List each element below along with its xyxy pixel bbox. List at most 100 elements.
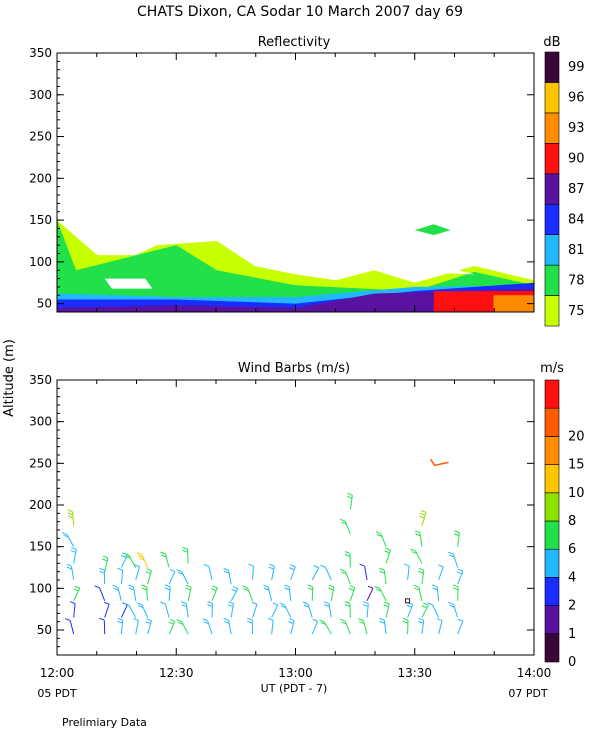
reflectivity-colorbar-level-label: 84 bbox=[568, 212, 585, 227]
wind-colorbar-level-label: 0 bbox=[568, 655, 576, 670]
wind-barb bbox=[453, 585, 458, 601]
reflectivity-colorbar-swatch bbox=[545, 113, 559, 143]
wind-barb-shaft bbox=[312, 568, 319, 580]
wind-barb bbox=[133, 618, 138, 634]
wind-barb-shaft bbox=[100, 588, 105, 601]
wind-ytick-label: 350 bbox=[29, 373, 52, 387]
reflectivity-colorbar-swatch bbox=[545, 204, 559, 234]
wind-barb bbox=[363, 602, 368, 618]
wind-colorbar-level-label: 4 bbox=[568, 570, 576, 585]
wind-barb-shaft bbox=[453, 604, 457, 617]
wind-barb-flag bbox=[448, 602, 453, 604]
wind-barb bbox=[403, 618, 408, 634]
wind-colorbar-swatch bbox=[545, 577, 559, 605]
wind-barb-flag bbox=[204, 564, 209, 566]
wind-barb-flag bbox=[103, 556, 108, 558]
reflectivity-ytick-label: 200 bbox=[29, 171, 52, 185]
wind-barb-flag bbox=[384, 605, 389, 607]
y-axis-label: Altitude (m) bbox=[2, 339, 17, 417]
wind-barb-shaft bbox=[147, 587, 148, 601]
wind-barb-shaft bbox=[384, 620, 386, 634]
wind-barb-flag bbox=[385, 548, 390, 550]
wind-barb-flag bbox=[62, 532, 67, 534]
wind-colorbar-swatch bbox=[545, 606, 559, 634]
reflectivity-colorbar-swatch bbox=[545, 174, 559, 204]
wind-colorbar-level-label: 2 bbox=[568, 599, 576, 614]
wind-barb-flag bbox=[288, 621, 293, 623]
wind-barb-flag bbox=[303, 602, 308, 604]
wind-barb bbox=[385, 548, 391, 563]
wind-barb-flag bbox=[290, 565, 295, 567]
reflectivity-colorbar-level-label: 93 bbox=[568, 121, 585, 136]
wind-barb-flag bbox=[170, 569, 175, 571]
wind-barb-flag bbox=[177, 620, 182, 622]
wind-barb-shaft bbox=[420, 533, 422, 547]
reflectivity-gap bbox=[367, 247, 474, 275]
wind-barb-flag bbox=[129, 585, 134, 587]
wind-barb-shaft bbox=[285, 605, 291, 618]
wind-barb-flag bbox=[70, 602, 75, 604]
wind-barb bbox=[303, 602, 312, 617]
wind-barb-flag bbox=[242, 586, 247, 588]
wind-barb bbox=[73, 586, 79, 601]
wind-barb bbox=[272, 603, 278, 618]
wind-colorbar-swatch bbox=[545, 521, 559, 549]
wind-barb bbox=[118, 568, 123, 584]
wind-barb-flag bbox=[350, 586, 355, 588]
wind-barb bbox=[99, 618, 104, 634]
wind-barb-shaft bbox=[134, 587, 136, 601]
wind-barb bbox=[263, 585, 271, 601]
wind-barb bbox=[177, 620, 188, 634]
wind-barb-flag bbox=[182, 605, 187, 607]
wind-barb bbox=[410, 549, 421, 563]
x-axis-label: UT (PDT - 7) bbox=[261, 682, 328, 695]
wind-barb bbox=[104, 602, 109, 617]
wind-barb-flag bbox=[380, 621, 385, 623]
wind-ytick-label: 50 bbox=[37, 623, 52, 637]
wind-barb bbox=[384, 602, 390, 618]
wind-barb-flag bbox=[269, 564, 274, 566]
wind-barb bbox=[242, 586, 252, 601]
wind-barb-shaft bbox=[253, 604, 257, 617]
wind-barb bbox=[345, 602, 350, 618]
wind-barb-flag bbox=[263, 585, 268, 587]
wind-barb-flag bbox=[224, 568, 229, 570]
reflectivity-colorbar-swatch bbox=[545, 265, 559, 295]
wind-barb-shaft bbox=[136, 567, 140, 580]
wind-barb bbox=[415, 531, 422, 547]
wind-barb-shaft bbox=[325, 567, 331, 580]
wind-barb bbox=[379, 618, 386, 634]
wind-barb bbox=[68, 510, 74, 526]
wind-barb bbox=[65, 619, 73, 635]
wind-barb bbox=[70, 602, 75, 618]
wind-barb-flag bbox=[113, 585, 118, 587]
wind-barb bbox=[124, 553, 136, 567]
wind-barb bbox=[288, 619, 294, 635]
wind-barb bbox=[183, 547, 189, 563]
wind-barb-flag bbox=[133, 618, 138, 620]
wind-barb-flag bbox=[99, 568, 104, 570]
wind-barb-shaft bbox=[208, 621, 212, 634]
wind-barb-shaft bbox=[408, 566, 410, 580]
wind-colorbar-level-label: 15 bbox=[568, 458, 585, 473]
wind-barb bbox=[203, 619, 212, 634]
wind-barb-flag bbox=[65, 619, 70, 621]
wind-barb-shaft bbox=[272, 620, 274, 634]
wind-barb bbox=[160, 602, 169, 617]
wind-barb bbox=[99, 568, 104, 584]
wind-xtick-label: 12:00 bbox=[40, 666, 75, 680]
wind-barb-shaft bbox=[380, 588, 386, 600]
wind-barb-flag bbox=[169, 622, 174, 624]
wind-barb-flag bbox=[379, 618, 384, 620]
wind-barb-flag bbox=[380, 571, 385, 573]
reflectivity-colorbar-swatch bbox=[545, 82, 559, 112]
wind-barb-shaft bbox=[437, 587, 438, 601]
wind-barb-flag bbox=[418, 621, 423, 623]
wind-barb-flag bbox=[448, 552, 453, 554]
wind-barb-flag bbox=[102, 559, 107, 561]
wind-barb bbox=[375, 586, 386, 600]
wind-barb-shaft bbox=[363, 621, 367, 635]
wind-barb-flag bbox=[71, 551, 76, 553]
figure-title: CHATS Dixon, CA Sodar 10 March 2007 day … bbox=[137, 4, 463, 20]
